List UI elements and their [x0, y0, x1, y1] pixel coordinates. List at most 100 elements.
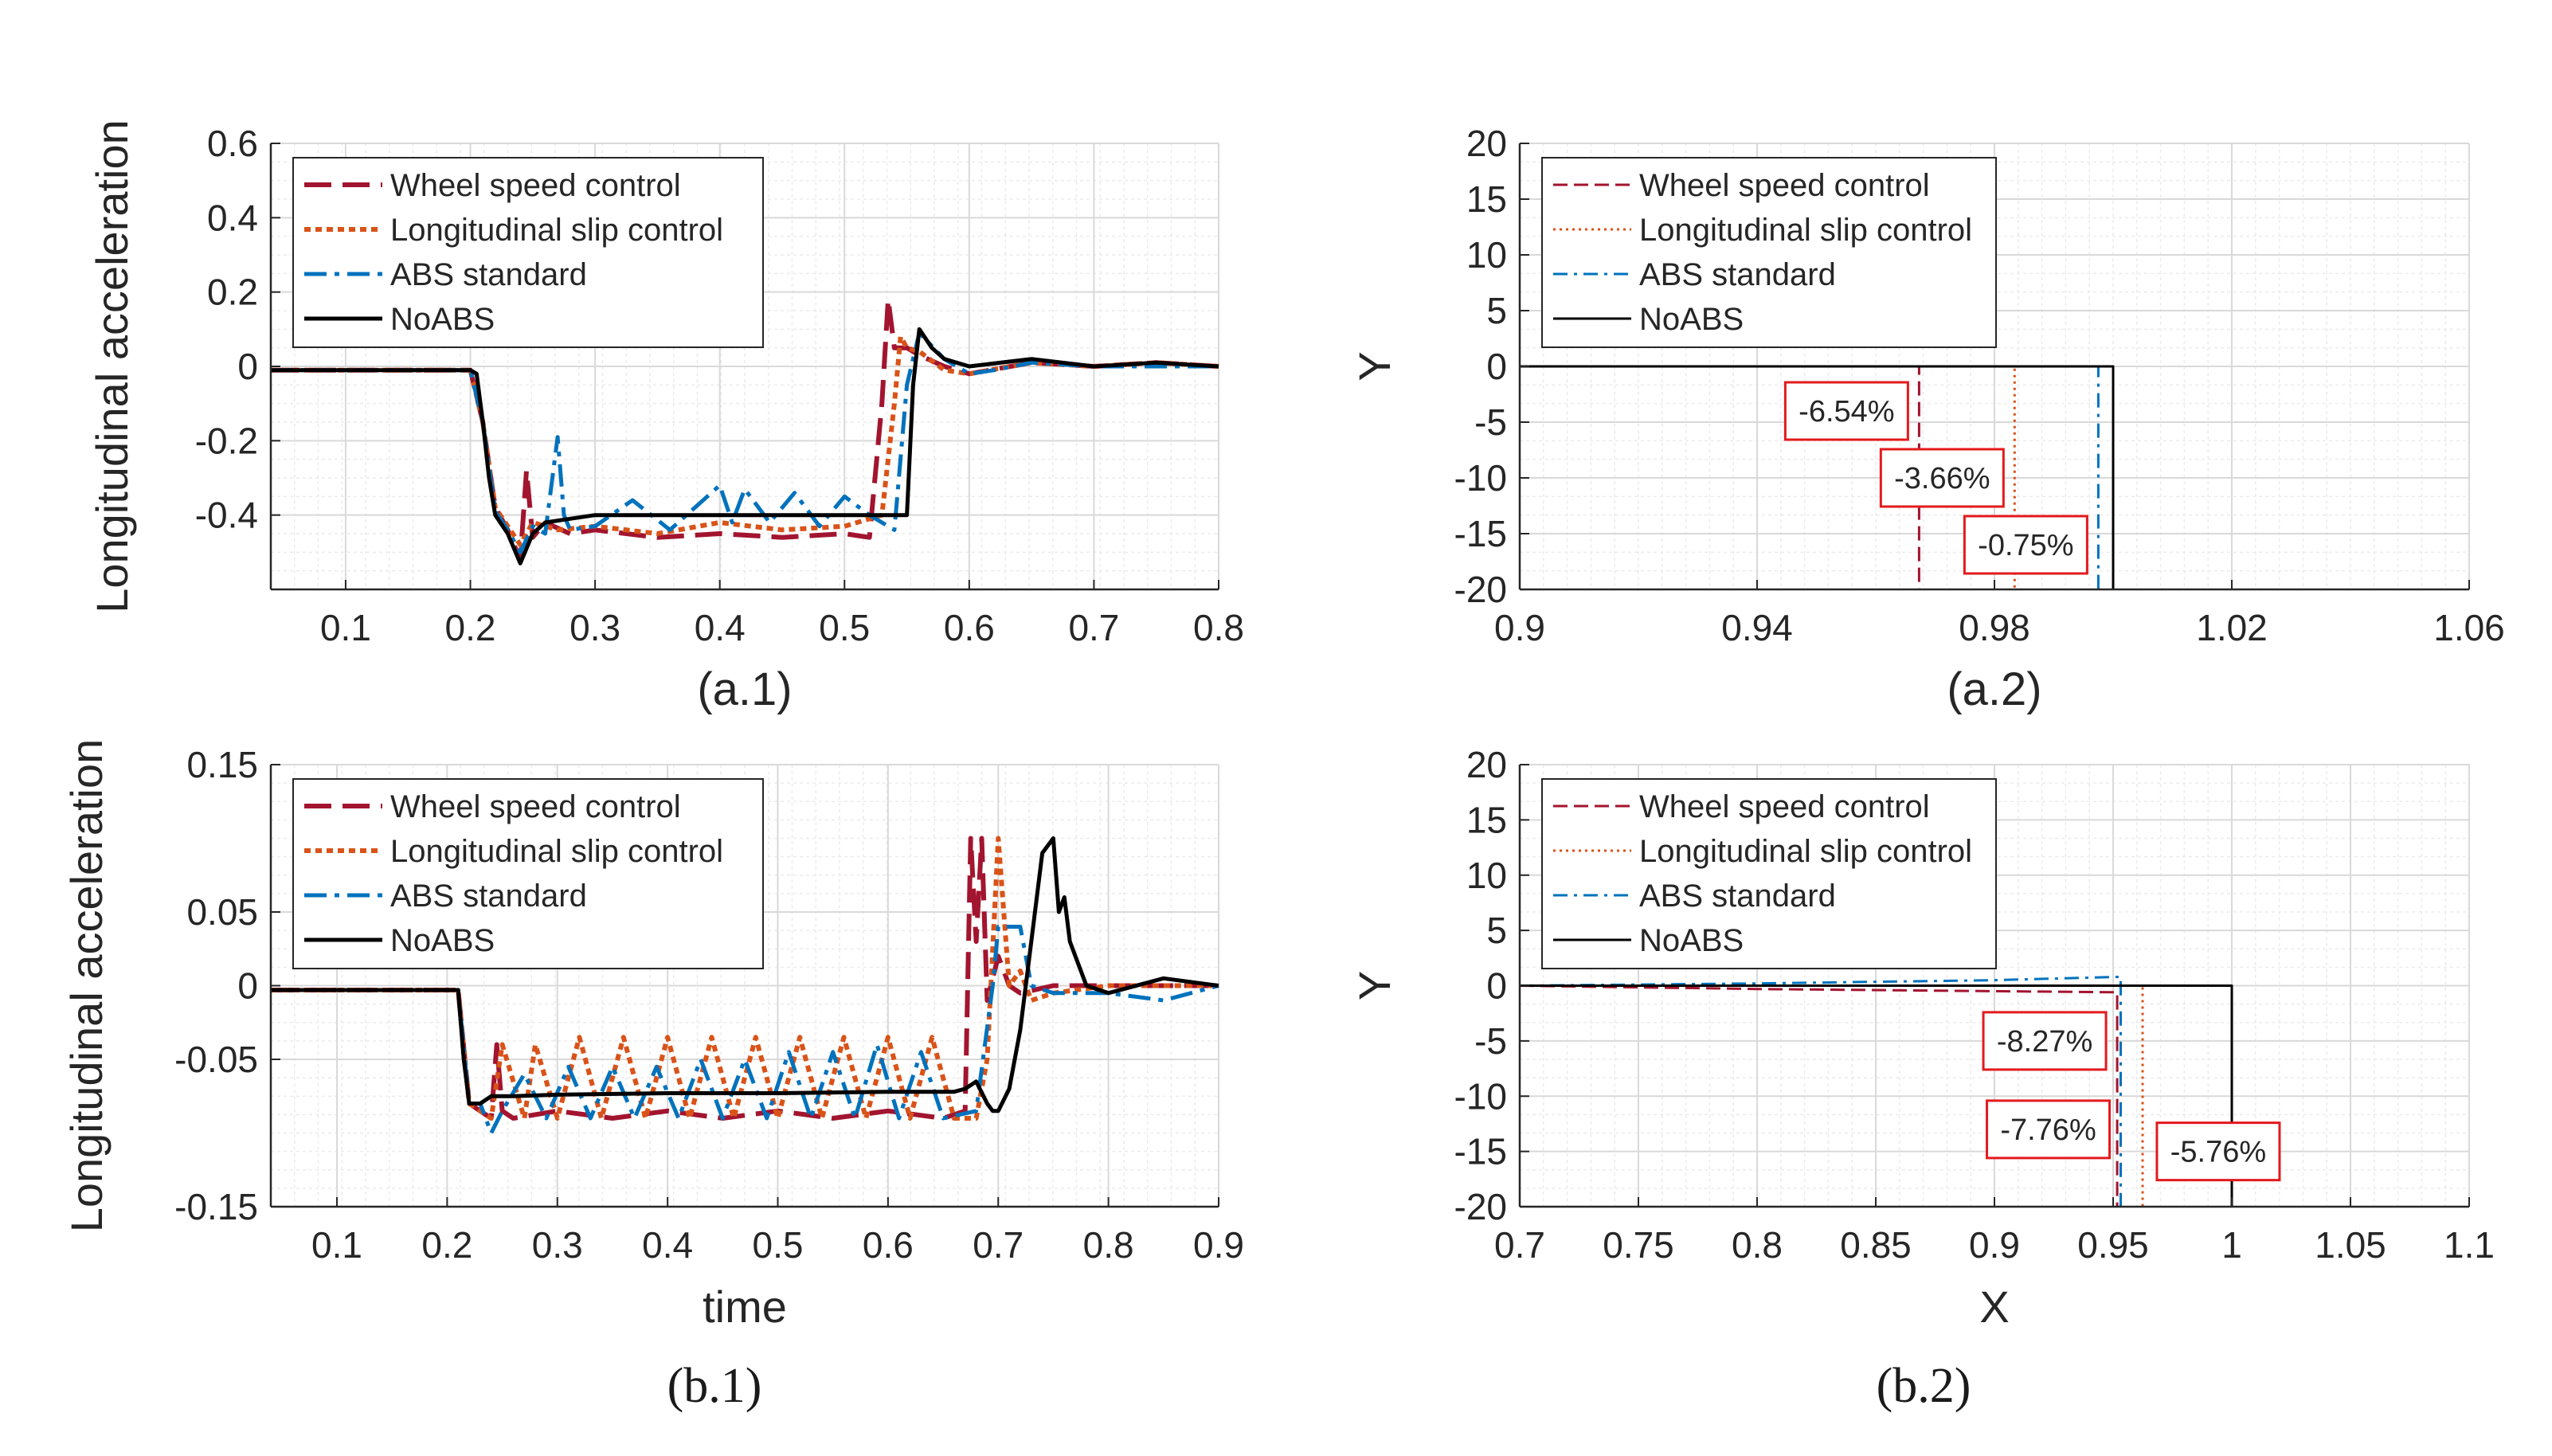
y-tick-label: 10: [1466, 855, 1507, 896]
x-tick-label: 0.98: [1959, 607, 2030, 648]
x-tick-label: 0.6: [944, 607, 995, 648]
y-tick-label: -0.05: [174, 1039, 258, 1080]
chart-b2: 0.7 0.75 0.8 0.85 0.9 0.95 1 1.05 1.1 20 15 10 5 0 -5 -…: [1349, 744, 2495, 1413]
legend-box: [292, 157, 764, 348]
x-tick-label: 0.9: [1969, 1224, 2020, 1266]
y-tick-label: -15: [1454, 513, 1507, 554]
x-tick-label: 1.06: [2433, 607, 2505, 648]
legend-label: ABS standard: [1639, 879, 1836, 914]
x-tick-label: 0.8: [1732, 1224, 1783, 1266]
annotation-label: -8.27%: [1997, 1025, 2092, 1059]
legend-label: ABS standard: [390, 257, 587, 292]
legend-box: [1541, 778, 1997, 969]
annotation-box: [2155, 1121, 2281, 1182]
legend-label: NoABS: [1639, 923, 1744, 958]
annotation-box: [1963, 515, 2088, 575]
legend-label: ABS standard: [1639, 257, 1836, 292]
annotation: -6.54%: [1783, 381, 1909, 441]
annotation-label: -5.76%: [2170, 1136, 2266, 1169]
annotation: -0.75%: [1963, 515, 2088, 575]
series-line-abs: [271, 331, 1219, 554]
x-tick-label: 0.3: [570, 607, 620, 648]
annotation-box: [1879, 448, 2005, 508]
y-axis-label: Y: [1349, 971, 1399, 1000]
legend-label: Wheel speed control: [1639, 789, 1930, 824]
x-axis-label: time: [703, 1282, 787, 1332]
y-tick-label: -20: [1454, 1186, 1507, 1227]
annotation-label: -7.76%: [2000, 1114, 2096, 1147]
x-tick-label: 0.4: [642, 1224, 693, 1266]
legend-box: [1541, 157, 1997, 348]
series-group: [1520, 365, 2115, 589]
x-tick-label: 1.02: [2196, 607, 2268, 648]
y-tick-label: 20: [1466, 123, 1507, 164]
chart-caption: (a.2): [1947, 663, 2041, 715]
y-tick-label: 0: [1486, 346, 1507, 387]
y-tick-label: 15: [1466, 178, 1507, 220]
chart-caption: (b.2): [1877, 1359, 1971, 1413]
x-tick-label: 0.2: [421, 1224, 472, 1266]
legend-label: NoABS: [390, 923, 495, 958]
legend-label: Longitudinal slip control: [1639, 213, 1972, 248]
y-tick-label: -5: [1474, 401, 1507, 443]
y-tick-label: 0.2: [207, 272, 258, 313]
y-tick-label: 0: [1486, 965, 1507, 1007]
x-tick-label: 0.4: [695, 607, 746, 648]
y-axis-label: Y: [1349, 351, 1399, 381]
y-tick-label: 0: [237, 965, 258, 1007]
y-tick-label: 5: [1486, 290, 1507, 331]
x-tick-label: 1.1: [2444, 1224, 2495, 1266]
x-tick-label: 0.5: [753, 1224, 804, 1266]
x-tick-label: 0.85: [1840, 1224, 1912, 1266]
legend-label: Wheel speed control: [390, 168, 681, 203]
series-line-noabs: [1520, 365, 2115, 589]
x-tick-label: 0.9: [1193, 1224, 1244, 1266]
y-tick-label: -0.2: [195, 420, 258, 461]
y-tick-label: 5: [1486, 910, 1507, 951]
series-line-wheel: [271, 836, 1219, 1121]
legend-label: NoABS: [1639, 302, 1744, 337]
legend: Wheel speed control Longitudinal slip con…: [1541, 778, 1997, 969]
series-line-noabs: [271, 836, 1219, 1114]
legend: Wheel speed control Longitudinal slip con…: [1541, 157, 1997, 348]
y-tick-label: -0.15: [174, 1186, 258, 1227]
y-axis-label: Longitudinal acceleration: [61, 739, 112, 1233]
legend-box: [292, 778, 764, 969]
y-tick-label: -5: [1474, 1020, 1507, 1062]
annotation-box: [1783, 381, 1909, 441]
x-tick-label: 0.95: [2077, 1224, 2149, 1266]
series-group: [271, 836, 1219, 1135]
x-tick-label: 1.05: [2315, 1224, 2386, 1266]
y-tick-label: 0: [237, 346, 258, 387]
x-tick-label: 0.1: [311, 1224, 362, 1266]
series-line-wheel: [271, 297, 1219, 562]
legend-label: NoABS: [390, 302, 495, 337]
x-tick-label: 0.9: [1494, 607, 1545, 648]
y-tick-label: 0.4: [207, 197, 258, 238]
annotation: -3.66%: [1879, 448, 2005, 508]
legend-label: Longitudinal slip control: [1639, 834, 1972, 869]
x-tick-label: 0.7: [1494, 1224, 1545, 1266]
x-tick-label: 0.75: [1603, 1224, 1674, 1266]
x-axis-label: X: [1979, 1282, 2009, 1332]
annotation-box: [1982, 1011, 2108, 1071]
series-group: [271, 297, 1219, 566]
series-line-wheel: [1519, 984, 2119, 1207]
annotation: -7.76%: [1986, 1099, 2112, 1160]
x-tick-label: 0.7: [1068, 607, 1119, 648]
y-tick-label: 0.15: [186, 744, 258, 785]
legend-label: Wheel speed control: [390, 789, 681, 824]
legend-label: Longitudinal slip control: [390, 213, 723, 248]
y-tick-label: -10: [1454, 457, 1507, 499]
annotation-box: [1986, 1099, 2112, 1160]
x-tick-label: 0.6: [863, 1224, 914, 1266]
y-tick-label: 20: [1466, 744, 1507, 785]
y-tick-label: 0.6: [207, 123, 258, 164]
legend-label: Longitudinal slip control: [390, 834, 723, 869]
series-line-noabs: [271, 327, 1219, 566]
annotation: -8.27%: [1982, 1011, 2108, 1071]
x-tick-label: 0.8: [1193, 607, 1244, 648]
y-tick-label: 0.05: [186, 891, 258, 933]
series-line-slip: [271, 334, 1219, 547]
